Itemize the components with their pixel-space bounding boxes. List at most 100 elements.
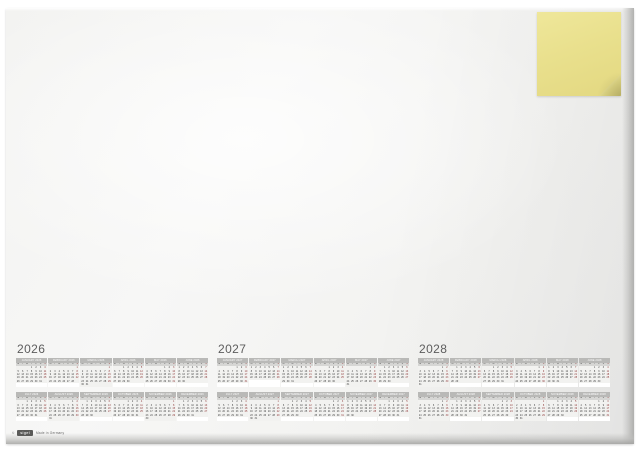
day-cell: 2 [560, 400, 565, 404]
day-cell: 14 [382, 406, 387, 411]
day-cell: 6 [271, 366, 276, 370]
day-cell: 16 [239, 372, 244, 377]
day-cell: 10 [340, 403, 345, 407]
day-cell: 11 [340, 369, 345, 373]
day-cell-empty: . [275, 417, 281, 421]
weekday-header: S [42, 397, 48, 401]
day-cell: 4 [519, 369, 524, 373]
day-cell: 6 [203, 400, 209, 404]
day-cell: 17 [134, 406, 140, 411]
day-cell: 13 [318, 372, 323, 377]
weekday-header: S [372, 363, 377, 367]
month-title: NOVEMBER 2026 [144, 392, 176, 397]
weekday-header: M [482, 397, 487, 401]
day-cell: 7 [363, 369, 369, 373]
day-cell-empty: . [20, 400, 25, 404]
day-cell-empty: . [322, 366, 327, 370]
day-cell: 27 [153, 379, 159, 384]
weekday-header: F [395, 397, 401, 401]
day-cell: 27 [267, 413, 272, 418]
weekday-header: S [404, 397, 410, 401]
month-block: FEBRUARY 2028MTWTFSS.1234567891011121314… [450, 358, 482, 387]
day-cell: 9 [504, 403, 510, 407]
day-cell: 7 [450, 403, 455, 407]
weekday-header: F [234, 363, 240, 367]
day-cell: 1 [181, 400, 186, 404]
day-cell: 23 [185, 410, 191, 414]
day-cell: 14 [308, 369, 313, 373]
day-cell: 30 [29, 413, 34, 418]
day-cell: 23 [89, 410, 94, 414]
weekday-header: T [422, 363, 427, 367]
day-cell: 3 [463, 400, 468, 404]
weekday-header: W [24, 363, 30, 367]
day-cell: 6 [583, 369, 588, 373]
month-grid: MTWTFSS......123456789101112131415161718… [48, 363, 80, 384]
day-cell-empty: . [418, 400, 423, 404]
day-cell: 1 [596, 400, 602, 404]
day-cell-empty: . [61, 366, 66, 370]
month-title: OCTOBER 2026 [112, 392, 144, 397]
day-cell: 17 [514, 376, 520, 380]
day-cell: 16 [601, 406, 606, 411]
day-cell: 14 [158, 372, 163, 377]
day-cell: 13 [368, 403, 373, 407]
day-cell: 25 [560, 376, 565, 380]
day-cell: 9 [541, 369, 546, 373]
day-cell: 19 [472, 372, 477, 377]
day-cell-empty: . [217, 366, 222, 370]
weekday-header: S [102, 363, 108, 367]
weekday-header: M [345, 397, 351, 401]
day-cell: 20 [162, 410, 168, 414]
weekday-header: T [391, 363, 396, 367]
day-cell: 22 [592, 376, 597, 380]
weekday-header: S [601, 363, 606, 367]
day-cell: 28 [275, 376, 281, 380]
day-cell-empty: . [153, 417, 159, 421]
day-cell: 23 [350, 410, 355, 414]
day-cell: 5 [149, 369, 154, 373]
day-cell-empty: . [514, 366, 520, 370]
weekday-header: T [221, 363, 226, 367]
day-cell: 22 [125, 410, 131, 414]
day-cell: 12 [573, 403, 578, 407]
day-cell: 28 [486, 379, 492, 384]
weekday-header: W [555, 397, 561, 401]
day-cell: 1 [70, 400, 75, 404]
day-cell: 21 [176, 410, 182, 414]
day-cell: 8 [230, 403, 235, 407]
day-cell: 22 [29, 376, 34, 380]
weekday-header: T [350, 363, 355, 367]
day-cell-empty: . [578, 366, 584, 370]
day-cell: 24 [391, 376, 396, 380]
day-cell-empty: . [472, 379, 477, 384]
day-cell-empty: . [117, 366, 122, 370]
day-cell: 18 [190, 372, 195, 377]
day-cell-empty: . [546, 400, 552, 404]
day-cell: 30 [386, 379, 392, 384]
day-cell-empty: . [359, 366, 364, 370]
sticky-note[interactable] [537, 12, 621, 96]
day-cell: 2 [185, 400, 191, 404]
weekday-header: F [66, 397, 71, 401]
weekday-header: S [70, 397, 75, 401]
day-cell: 6 [476, 366, 482, 370]
day-cell-empty: . [24, 366, 30, 370]
day-cell: 26 [318, 413, 323, 418]
day-cell: 5 [221, 369, 226, 373]
day-cell: 13 [527, 372, 533, 377]
day-cell: 18 [468, 372, 473, 377]
day-cell-empty: . [422, 417, 427, 421]
weekday-header: S [368, 397, 373, 401]
day-cell: 22 [107, 376, 112, 380]
day-cell: 30 [144, 417, 150, 421]
day-cell: 9 [444, 403, 450, 407]
day-cell: 15 [74, 372, 80, 377]
day-cell: 2 [167, 366, 172, 370]
day-cell: 5 [564, 366, 570, 370]
weekday-header: T [560, 397, 565, 401]
day-cell: 15 [454, 406, 460, 411]
weekday-header: T [262, 363, 267, 367]
day-cell: 26 [472, 376, 477, 380]
